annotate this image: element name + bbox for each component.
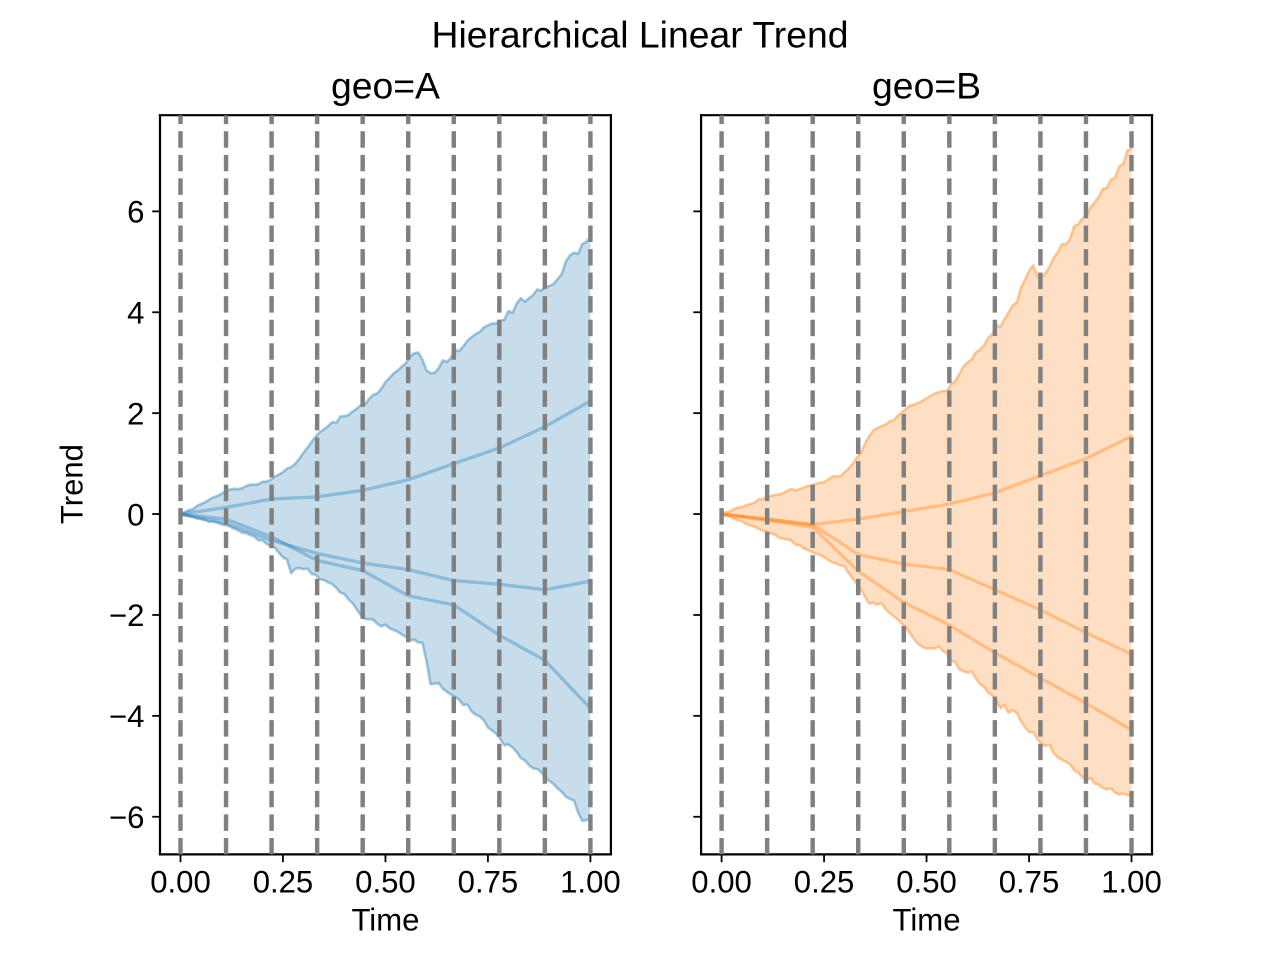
svg-text:0.50: 0.50 [355, 865, 416, 900]
svg-text:−6: −6 [109, 800, 144, 835]
svg-text:0.00: 0.00 [691, 865, 752, 900]
svg-text:Time: Time [351, 902, 419, 937]
svg-text:0: 0 [127, 497, 144, 532]
svg-text:−4: −4 [109, 699, 144, 734]
svg-text:0.25: 0.25 [794, 865, 855, 900]
svg-text:geo=B: geo=B [872, 64, 981, 106]
svg-text:6: 6 [127, 195, 144, 230]
svg-text:1.00: 1.00 [1101, 865, 1162, 900]
svg-text:0.25: 0.25 [253, 865, 314, 900]
svg-text:0.00: 0.00 [150, 865, 211, 900]
svg-text:0.50: 0.50 [896, 865, 957, 900]
svg-text:Trend: Trend [55, 444, 90, 524]
svg-text:Hierarchical Linear Trend: Hierarchical Linear Trend [431, 14, 848, 56]
svg-text:0.75: 0.75 [999, 865, 1060, 900]
svg-text:Time: Time [893, 902, 961, 937]
svg-text:0.75: 0.75 [458, 865, 519, 900]
svg-text:1.00: 1.00 [560, 865, 621, 900]
svg-text:geo=A: geo=A [331, 64, 440, 106]
svg-text:4: 4 [127, 296, 144, 331]
svg-text:2: 2 [127, 396, 144, 431]
svg-text:−2: −2 [109, 598, 144, 633]
